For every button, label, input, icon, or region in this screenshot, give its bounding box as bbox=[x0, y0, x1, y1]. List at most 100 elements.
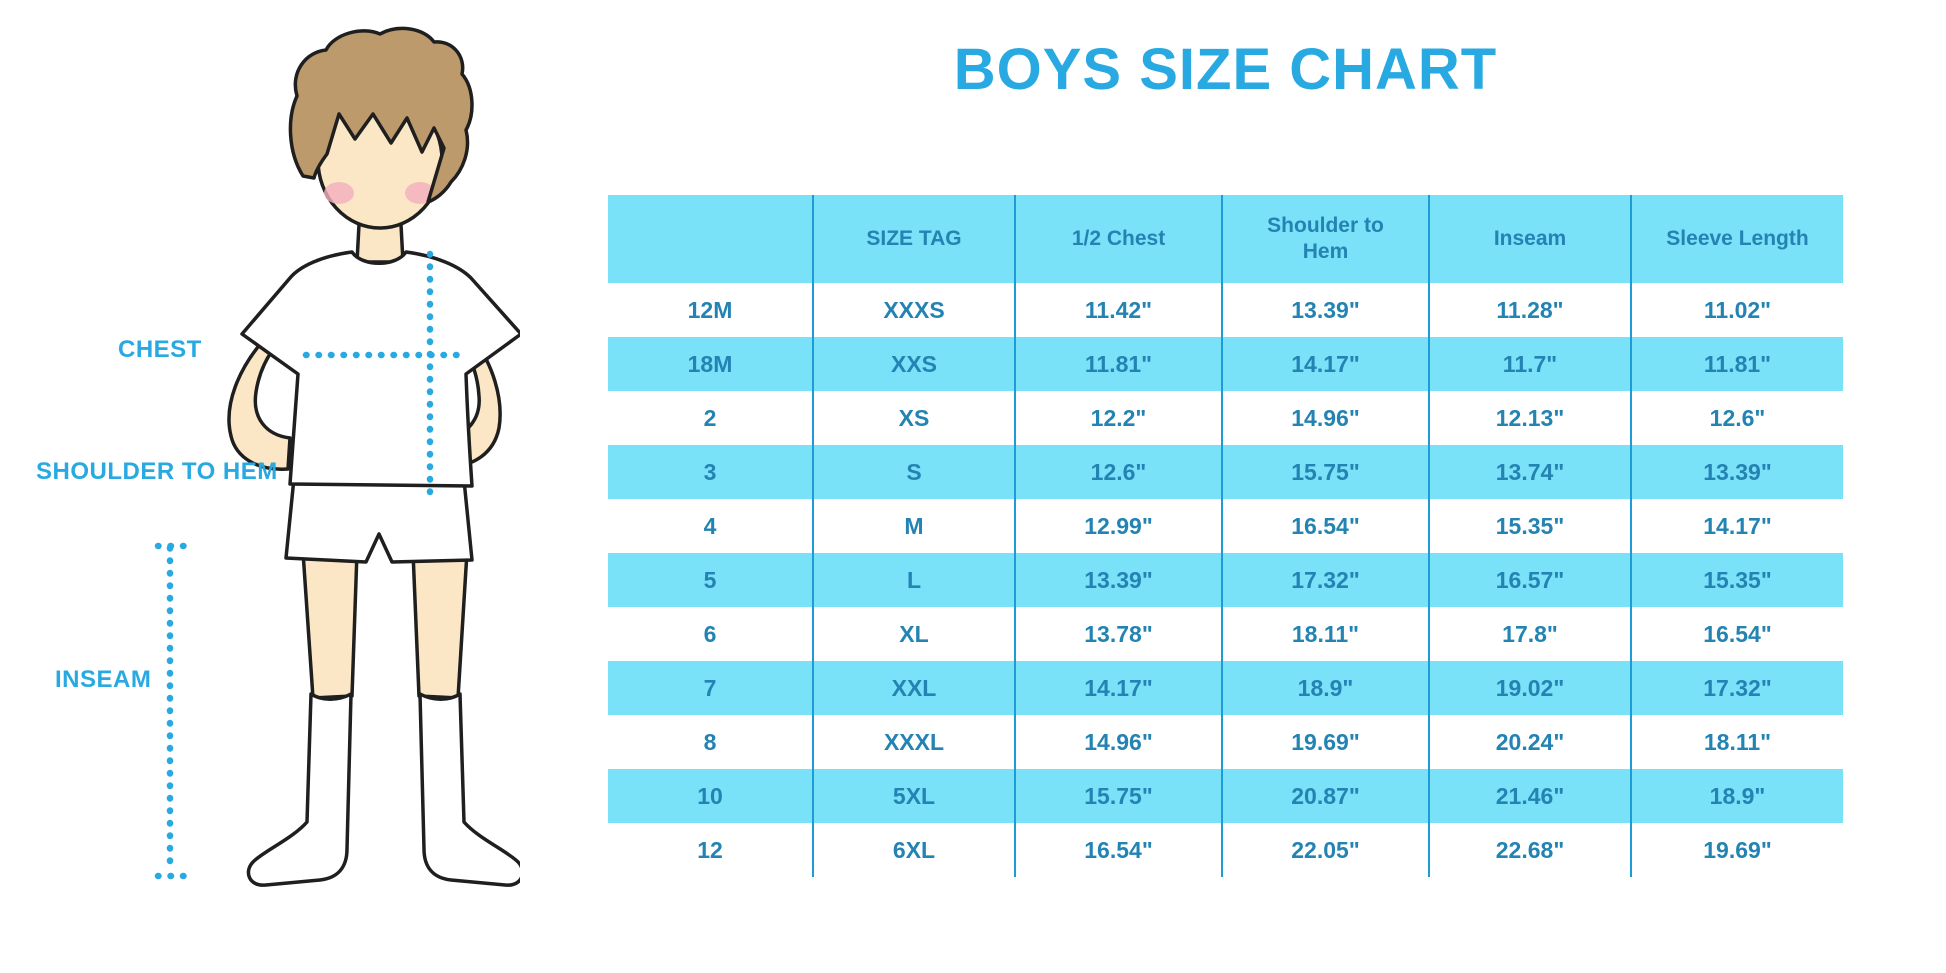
size-table: SIZE TAG 1/2 Chest Shoulder to Hem Insea… bbox=[608, 195, 1843, 877]
value-cell: 18.11" bbox=[1221, 607, 1429, 661]
value-cell: XXXS bbox=[812, 283, 1015, 337]
value-cell: 11.7" bbox=[1428, 337, 1631, 391]
value-cell: 13.78" bbox=[1014, 607, 1222, 661]
value-cell: 11.81" bbox=[1630, 337, 1843, 391]
table-row: 10 5XL 15.75" 20.87" 21.46" 18.9" bbox=[608, 769, 1843, 823]
value-cell: 18.11" bbox=[1630, 715, 1843, 769]
boy-shirt bbox=[240, 250, 520, 488]
table-row: 4 M 12.99" 16.54" 15.35" 14.17" bbox=[608, 499, 1843, 553]
value-cell: 13.74" bbox=[1428, 445, 1631, 499]
col-header-half-chest: 1/2 Chest bbox=[1014, 195, 1222, 283]
value-cell: 11.28" bbox=[1428, 283, 1631, 337]
value-cell: 14.17" bbox=[1221, 337, 1429, 391]
size-cell: 8 bbox=[608, 715, 813, 769]
size-cell: 6 bbox=[608, 607, 813, 661]
size-cell: 12M bbox=[608, 283, 813, 337]
table-row: 2 XS 12.2" 14.96" 12.13" 12.6" bbox=[608, 391, 1843, 445]
table-row: 18M XXS 11.81" 14.17" 11.7" 11.81" bbox=[608, 337, 1843, 391]
size-table-body: 12M XXXS 11.42" 13.39" 11.28" 11.02" 18M XXS 11.… bbox=[608, 283, 1843, 877]
value-cell: XXL bbox=[812, 661, 1015, 715]
value-cell: 16.57" bbox=[1428, 553, 1631, 607]
value-cell: 20.87" bbox=[1221, 769, 1429, 823]
value-cell: 22.68" bbox=[1428, 823, 1631, 877]
size-cell: 10 bbox=[608, 769, 813, 823]
value-cell: 12.13" bbox=[1428, 391, 1631, 445]
boy-leg-right bbox=[411, 550, 469, 700]
value-cell: 15.35" bbox=[1630, 553, 1843, 607]
table-row: 8 XXXL 14.96" 19.69" 20.24" 18.11" bbox=[608, 715, 1843, 769]
value-cell: 12.6" bbox=[1014, 445, 1222, 499]
value-cell: 14.17" bbox=[1014, 661, 1222, 715]
value-cell: 17.8" bbox=[1428, 607, 1631, 661]
value-cell: L bbox=[812, 553, 1015, 607]
size-cell: 3 bbox=[608, 445, 813, 499]
value-cell: 11.81" bbox=[1014, 337, 1222, 391]
boy-hair bbox=[288, 26, 474, 204]
col-header-size bbox=[608, 195, 813, 283]
value-cell: S bbox=[812, 445, 1015, 499]
value-cell: 15.75" bbox=[1014, 769, 1222, 823]
value-cell: 14.96" bbox=[1221, 391, 1429, 445]
boy-shorts bbox=[284, 476, 474, 564]
value-cell: XL bbox=[812, 607, 1015, 661]
value-cell: 13.39" bbox=[1014, 553, 1222, 607]
value-cell: 14.96" bbox=[1014, 715, 1222, 769]
value-cell: 6XL bbox=[812, 823, 1015, 877]
value-cell: 11.02" bbox=[1630, 283, 1843, 337]
value-cell: 16.54" bbox=[1221, 499, 1429, 553]
value-cell: 16.54" bbox=[1630, 607, 1843, 661]
boy-blush-left bbox=[324, 182, 354, 204]
size-cell: 5 bbox=[608, 553, 813, 607]
value-cell: 16.54" bbox=[1014, 823, 1222, 877]
inseam-label: INSEAM bbox=[55, 666, 152, 693]
shoulder-to-hem-label: SHOULDER TO HEM bbox=[36, 458, 278, 485]
size-cell: 4 bbox=[608, 499, 813, 553]
value-cell: 17.32" bbox=[1221, 553, 1429, 607]
value-cell: 18.9" bbox=[1221, 661, 1429, 715]
boy-arm-left bbox=[227, 340, 292, 471]
value-cell: 19.02" bbox=[1428, 661, 1631, 715]
table-row: 3 S 12.6" 15.75" 13.74" 13.39" bbox=[608, 445, 1843, 499]
table-row: 7 XXL 14.17" 18.9" 19.02" 17.32" bbox=[608, 661, 1843, 715]
value-cell: 15.75" bbox=[1221, 445, 1429, 499]
col-header-sleeve-length: Sleeve Length bbox=[1630, 195, 1843, 283]
page-title: BOYS SIZE CHART bbox=[953, 37, 1498, 102]
value-cell: 11.42" bbox=[1014, 283, 1222, 337]
value-cell: 12.2" bbox=[1014, 391, 1222, 445]
col-header-inseam: Inseam bbox=[1428, 195, 1631, 283]
value-cell: 13.39" bbox=[1221, 283, 1429, 337]
value-cell: XXS bbox=[812, 337, 1015, 391]
size-cell: 18M bbox=[608, 337, 813, 391]
table-row: 6 XL 13.78" 18.11" 17.8" 16.54" bbox=[608, 607, 1843, 661]
value-cell: 20.24" bbox=[1428, 715, 1631, 769]
value-cell: 5XL bbox=[812, 769, 1015, 823]
boy-illustration bbox=[154, 26, 520, 887]
boy-leg-left bbox=[301, 550, 359, 700]
value-cell: 14.17" bbox=[1630, 499, 1843, 553]
value-cell: M bbox=[812, 499, 1015, 553]
value-cell: 19.69" bbox=[1630, 823, 1843, 877]
table-row: 12M XXXS 11.42" 13.39" 11.28" 11.02" bbox=[608, 283, 1843, 337]
value-cell: 18.9" bbox=[1630, 769, 1843, 823]
boy-sock-left bbox=[246, 692, 353, 887]
value-cell: 12.99" bbox=[1014, 499, 1222, 553]
value-cell: 19.69" bbox=[1221, 715, 1429, 769]
size-cell: 12 bbox=[608, 823, 813, 877]
value-cell: 15.35" bbox=[1428, 499, 1631, 553]
col-header-shoulder-to-hem: Shoulder to Hem bbox=[1221, 195, 1429, 283]
value-cell: 22.05" bbox=[1221, 823, 1429, 877]
chest-label: CHEST bbox=[118, 336, 202, 363]
table-header-row: SIZE TAG 1/2 Chest Shoulder to Hem Insea… bbox=[608, 195, 1843, 283]
value-cell: XXXL bbox=[812, 715, 1015, 769]
size-cell: 2 bbox=[608, 391, 813, 445]
value-cell: 12.6" bbox=[1630, 391, 1843, 445]
value-cell: 21.46" bbox=[1428, 769, 1631, 823]
col-header-size-tag: SIZE TAG bbox=[812, 195, 1015, 283]
value-cell: 13.39" bbox=[1630, 445, 1843, 499]
boy-sock-right bbox=[418, 692, 520, 887]
value-cell: 17.32" bbox=[1630, 661, 1843, 715]
value-cell: XS bbox=[812, 391, 1015, 445]
size-cell: 7 bbox=[608, 661, 813, 715]
table-row: 12 6XL 16.54" 22.05" 22.68" 19.69" bbox=[608, 823, 1843, 877]
